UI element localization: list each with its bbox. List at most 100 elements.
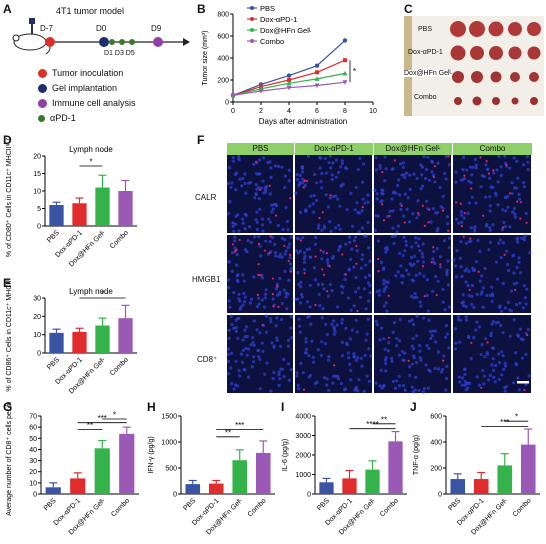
nucleus <box>365 374 369 378</box>
nucleus <box>235 171 239 175</box>
nucleus <box>226 181 231 185</box>
nucleus <box>343 387 348 391</box>
nucleus <box>488 195 492 199</box>
nucleus <box>431 289 435 293</box>
stain-signal <box>435 294 438 297</box>
bar <box>95 325 110 353</box>
stain-signal <box>326 290 329 293</box>
nucleus <box>490 292 495 296</box>
nucleus <box>260 186 264 190</box>
nucleus <box>497 360 502 365</box>
nucleus <box>230 381 234 386</box>
nucleus <box>508 225 512 229</box>
nucleus <box>460 220 464 225</box>
nucleus <box>278 252 283 257</box>
nucleus <box>256 296 261 300</box>
nucleus <box>464 318 469 322</box>
nucleus <box>414 375 418 380</box>
nucleus <box>501 331 505 335</box>
data-point <box>258 89 264 94</box>
nucleus <box>234 326 238 330</box>
nucleus <box>506 300 511 305</box>
nucleus <box>300 170 305 174</box>
bar <box>319 482 334 494</box>
nucleus <box>226 285 231 290</box>
nucleus <box>391 167 395 171</box>
micro-col-dox: Dox-αPD-1 <box>295 143 374 155</box>
bar <box>118 318 133 353</box>
nucleus <box>274 254 278 258</box>
nucleus <box>240 360 245 365</box>
nucleus <box>327 388 331 392</box>
nucleus <box>255 210 259 214</box>
nucleus <box>288 256 292 260</box>
nucleus <box>345 208 349 212</box>
micro-col-combo: Combo <box>453 143 533 155</box>
nucleus <box>430 170 434 174</box>
nucleus <box>494 363 498 368</box>
nucleus <box>246 238 250 243</box>
nucleus <box>282 357 286 362</box>
nucleus <box>373 228 377 232</box>
stain-signal <box>263 249 267 252</box>
nucleus <box>396 183 400 187</box>
legend-marker <box>250 6 254 10</box>
nucleus <box>488 240 492 244</box>
nucleus <box>312 266 317 270</box>
nucleus <box>311 360 316 364</box>
bar <box>450 479 466 494</box>
nucleus <box>257 302 261 306</box>
nucleus <box>447 305 451 309</box>
stain-signal <box>481 214 485 217</box>
nucleus <box>504 209 508 213</box>
tumor-sample <box>472 96 482 106</box>
nucleus <box>496 203 500 207</box>
nucleus <box>260 217 264 221</box>
nucleus <box>350 224 355 228</box>
x-tick-label: 0 <box>231 108 235 115</box>
x-tick-label: 6 <box>315 108 319 115</box>
nucleus <box>276 223 280 228</box>
nucleus <box>467 269 471 273</box>
tumor-sample <box>488 21 504 37</box>
nucleus <box>443 171 447 175</box>
significance-label: *** <box>500 418 509 427</box>
nucleus <box>397 353 401 357</box>
tumor-sample <box>492 97 500 105</box>
nucleus <box>286 245 290 250</box>
nucleus <box>236 336 240 340</box>
nucleus <box>496 352 501 356</box>
category-label: Combo <box>512 497 533 518</box>
stain-signal <box>430 261 433 264</box>
nucleus <box>337 223 341 228</box>
y-tick-label: 800 <box>217 12 229 19</box>
nucleus <box>410 344 414 348</box>
nucleus <box>252 355 256 359</box>
nucleus <box>426 309 430 313</box>
nucleus <box>258 387 262 391</box>
nucleus <box>413 388 417 392</box>
nucleus <box>228 200 232 204</box>
nucleus <box>475 292 479 296</box>
nucleus <box>337 245 342 249</box>
nucleus <box>486 167 490 172</box>
nucleus <box>395 343 399 348</box>
nucleus <box>322 224 326 228</box>
data-point <box>286 85 292 91</box>
nucleus <box>385 309 389 313</box>
nucleus <box>243 181 247 185</box>
nucleus <box>320 282 325 286</box>
nucleus <box>304 340 308 344</box>
nucleus <box>286 344 291 348</box>
nucleus <box>390 234 394 239</box>
tumor-inoculation-dot <box>45 37 55 47</box>
scale-bar <box>517 381 529 384</box>
nucleus <box>295 173 299 177</box>
nucleus <box>278 290 282 294</box>
nucleus <box>313 242 318 246</box>
bar <box>45 487 61 494</box>
nucleus <box>388 209 392 213</box>
nucleus <box>459 265 463 269</box>
nucleus <box>356 286 361 290</box>
bar <box>208 483 224 494</box>
